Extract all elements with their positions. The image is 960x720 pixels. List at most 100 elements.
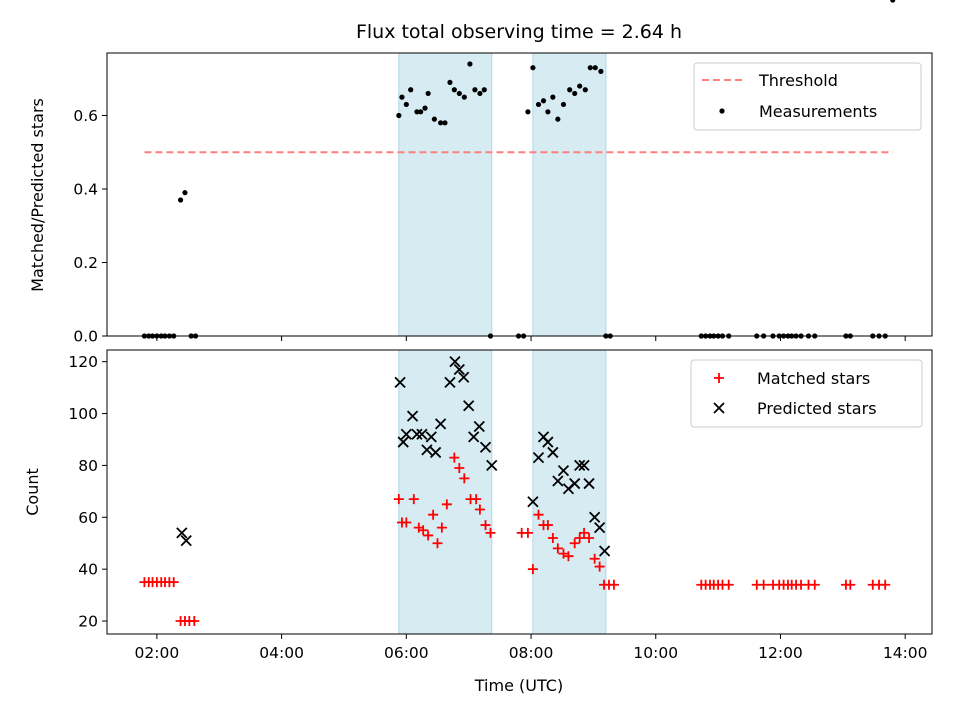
measurement-point bbox=[418, 109, 424, 115]
ratio-shaded-interval bbox=[398, 52, 493, 337]
count-shaded-interval bbox=[532, 349, 607, 635]
x-tick-label: 14:00 bbox=[883, 644, 928, 662]
matched-stars-point bbox=[401, 517, 412, 528]
legend-predicted-label: Predicted stars bbox=[757, 399, 877, 418]
ratio-y-tick-label: 0.2 bbox=[73, 254, 98, 272]
matched-stars-point bbox=[584, 533, 595, 544]
predicted-stars-point bbox=[574, 459, 586, 472]
count-y-tick-label: 20 bbox=[78, 613, 98, 631]
x-tick-label: 08:00 bbox=[509, 644, 554, 662]
predicted-stars-point bbox=[527, 496, 539, 508]
predicted-stars-point bbox=[552, 475, 564, 487]
matched-stars-point bbox=[608, 579, 619, 590]
count-y-tick-label: 100 bbox=[68, 405, 98, 423]
measurement-point bbox=[535, 101, 542, 108]
count-legend-box bbox=[690, 359, 923, 428]
x-axis-label: Time (UTC) bbox=[474, 676, 563, 695]
legend-measurements-label: Measurements bbox=[759, 102, 877, 121]
count-y-axis-label: Count bbox=[23, 468, 42, 516]
measurement-point bbox=[587, 65, 593, 71]
matched-stars-point bbox=[480, 520, 491, 531]
matched-stars-point bbox=[522, 527, 533, 538]
legend-measurements-swatch bbox=[719, 108, 725, 114]
legend-matched-label: Matched stars bbox=[757, 369, 870, 388]
measurement-point bbox=[399, 94, 405, 100]
measurement-point bbox=[182, 190, 188, 196]
x-tick-label: 04:00 bbox=[259, 644, 304, 662]
predicted-stars-point bbox=[542, 436, 554, 448]
predicted-stars-point bbox=[547, 446, 559, 459]
ratio-panel: 0.0 0.2 0.4 0.6 Matched/Predicted stars Thr… bbox=[28, 0, 933, 346]
matched-stars-point bbox=[471, 494, 482, 505]
measurement-point bbox=[545, 109, 551, 115]
matched-stars-point bbox=[168, 577, 179, 588]
matched-stars-point bbox=[542, 520, 553, 531]
matched-stars-point bbox=[563, 551, 574, 562]
measurement-point bbox=[177, 197, 184, 203]
predicted-stars-point bbox=[589, 511, 601, 523]
predicted-stars-point bbox=[416, 428, 428, 440]
ratio-y-tick-label: 0.0 bbox=[73, 328, 98, 346]
measurement-point bbox=[572, 90, 578, 97]
ratio-y-tick-label: 0.6 bbox=[73, 107, 98, 125]
measurement-point bbox=[414, 109, 420, 115]
ratio-legend-box bbox=[693, 62, 922, 131]
predicted-stars-point bbox=[598, 545, 611, 557]
measurement-point bbox=[451, 87, 457, 93]
matched-stars-point bbox=[574, 533, 585, 544]
predicted-stars-point bbox=[473, 420, 485, 433]
measurement-point bbox=[890, 0, 896, 3]
measurement-point bbox=[403, 101, 409, 108]
x-tick-label: 06:00 bbox=[384, 644, 429, 662]
count-panel: 20 40 60 80 100 120 02:00 04:00 06:00 08:00 10:00… bbox=[23, 349, 933, 662]
measurement-point bbox=[577, 83, 583, 89]
predicted-stars-point bbox=[180, 534, 192, 547]
measurement-point bbox=[431, 116, 437, 122]
measurement-point bbox=[540, 98, 547, 104]
count-y-tick-label: 80 bbox=[78, 457, 98, 475]
predicted-stars-point bbox=[468, 431, 480, 443]
measurement-point bbox=[582, 87, 588, 93]
matched-stars-point bbox=[589, 553, 600, 564]
matched-stars-point bbox=[579, 527, 590, 538]
measurement-point bbox=[442, 120, 448, 126]
predicted-stars-point bbox=[449, 356, 461, 368]
predicted-stars-point bbox=[434, 418, 447, 430]
matched-stars-point bbox=[423, 530, 434, 541]
measurement-point bbox=[598, 68, 604, 74]
matched-stars-point bbox=[533, 509, 544, 520]
predicted-stars-point bbox=[429, 446, 442, 459]
measurement-point bbox=[472, 87, 478, 93]
measurement-point bbox=[396, 112, 402, 119]
predicted-stars-point bbox=[425, 431, 437, 443]
measurement-point bbox=[481, 87, 487, 93]
measurement-point bbox=[592, 65, 598, 71]
matched-stars-point bbox=[449, 452, 460, 463]
measurement-point bbox=[467, 61, 473, 67]
matched-stars-point bbox=[474, 504, 485, 515]
matched-stars-point bbox=[527, 564, 538, 575]
predicted-stars-point bbox=[394, 376, 406, 389]
measurement-point bbox=[422, 105, 428, 111]
matched-stars-point bbox=[547, 533, 558, 544]
count-y-tick-label: 120 bbox=[68, 353, 98, 371]
predicted-stars-point bbox=[569, 477, 581, 490]
count-y-tick-label: 60 bbox=[78, 509, 98, 527]
predicted-stars-point bbox=[453, 363, 465, 376]
x-tick-label: 12:00 bbox=[758, 644, 803, 662]
predicted-stars-point bbox=[593, 522, 606, 534]
matched-stars-point bbox=[432, 538, 443, 549]
x-tick-label: 02:00 bbox=[135, 644, 180, 662]
matched-stars-point bbox=[408, 494, 419, 505]
predicted-stars-point bbox=[411, 428, 423, 440]
matched-stars-point bbox=[758, 579, 769, 590]
measurement-point bbox=[550, 94, 556, 100]
predicted-stars-point bbox=[406, 410, 419, 422]
predicted-stars-point bbox=[463, 400, 475, 412]
measurement-point bbox=[477, 90, 483, 97]
ratio-y-axis-label: Matched/Predicted stars bbox=[28, 98, 47, 292]
matched-stars-point bbox=[594, 561, 605, 572]
matched-stars-point bbox=[552, 543, 563, 554]
predicted-stars-point bbox=[400, 428, 412, 440]
